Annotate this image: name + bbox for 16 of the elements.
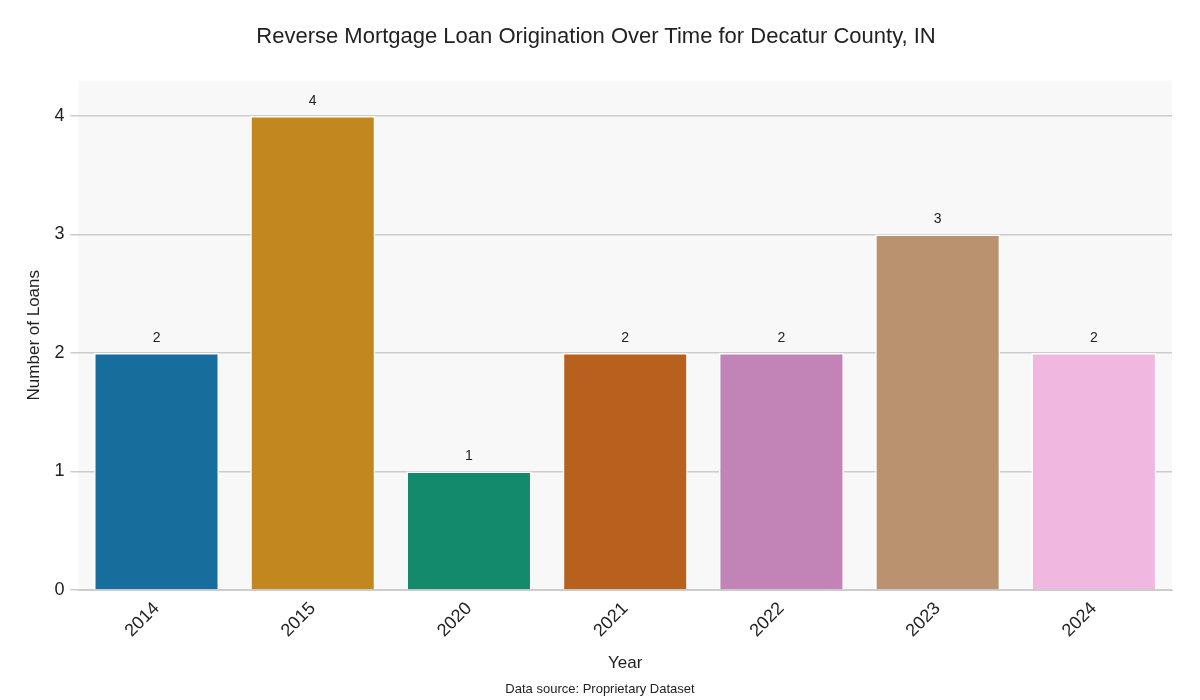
data-label: 2 bbox=[777, 328, 786, 345]
data-label: 2 bbox=[1089, 328, 1098, 345]
data-label: 2 bbox=[152, 328, 161, 345]
y-axis-title: Number of Loans bbox=[23, 270, 43, 401]
y-tick-label: 0 bbox=[54, 578, 65, 599]
chart-title: Reverse Mortgage Loan Origination Over Time for Decatur County, IN bbox=[256, 23, 936, 49]
y-tick-label: 3 bbox=[54, 223, 65, 244]
data-label: 2 bbox=[621, 328, 630, 345]
y-tick-label: 2 bbox=[54, 341, 65, 362]
y-tick-label: 4 bbox=[54, 104, 65, 125]
y-tick-label: 1 bbox=[54, 460, 65, 481]
x-axis-title: Year bbox=[608, 653, 643, 673]
source-note: Data source: Proprietary Dataset bbox=[505, 681, 696, 697]
data-label: 3 bbox=[933, 210, 942, 227]
data-label: 4 bbox=[308, 91, 317, 108]
data-label: 1 bbox=[465, 447, 474, 464]
